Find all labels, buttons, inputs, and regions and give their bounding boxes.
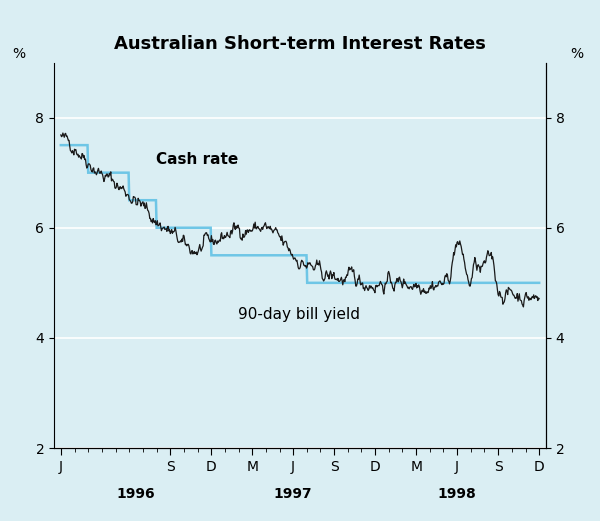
Text: 1997: 1997	[274, 487, 313, 501]
Text: 90-day bill yield: 90-day bill yield	[239, 307, 361, 321]
Text: 1998: 1998	[438, 487, 476, 501]
Title: Australian Short-term Interest Rates: Australian Short-term Interest Rates	[114, 34, 486, 53]
Text: Cash rate: Cash rate	[157, 153, 239, 167]
Text: %: %	[12, 46, 25, 60]
Text: %: %	[570, 46, 583, 60]
Text: 1996: 1996	[116, 487, 155, 501]
